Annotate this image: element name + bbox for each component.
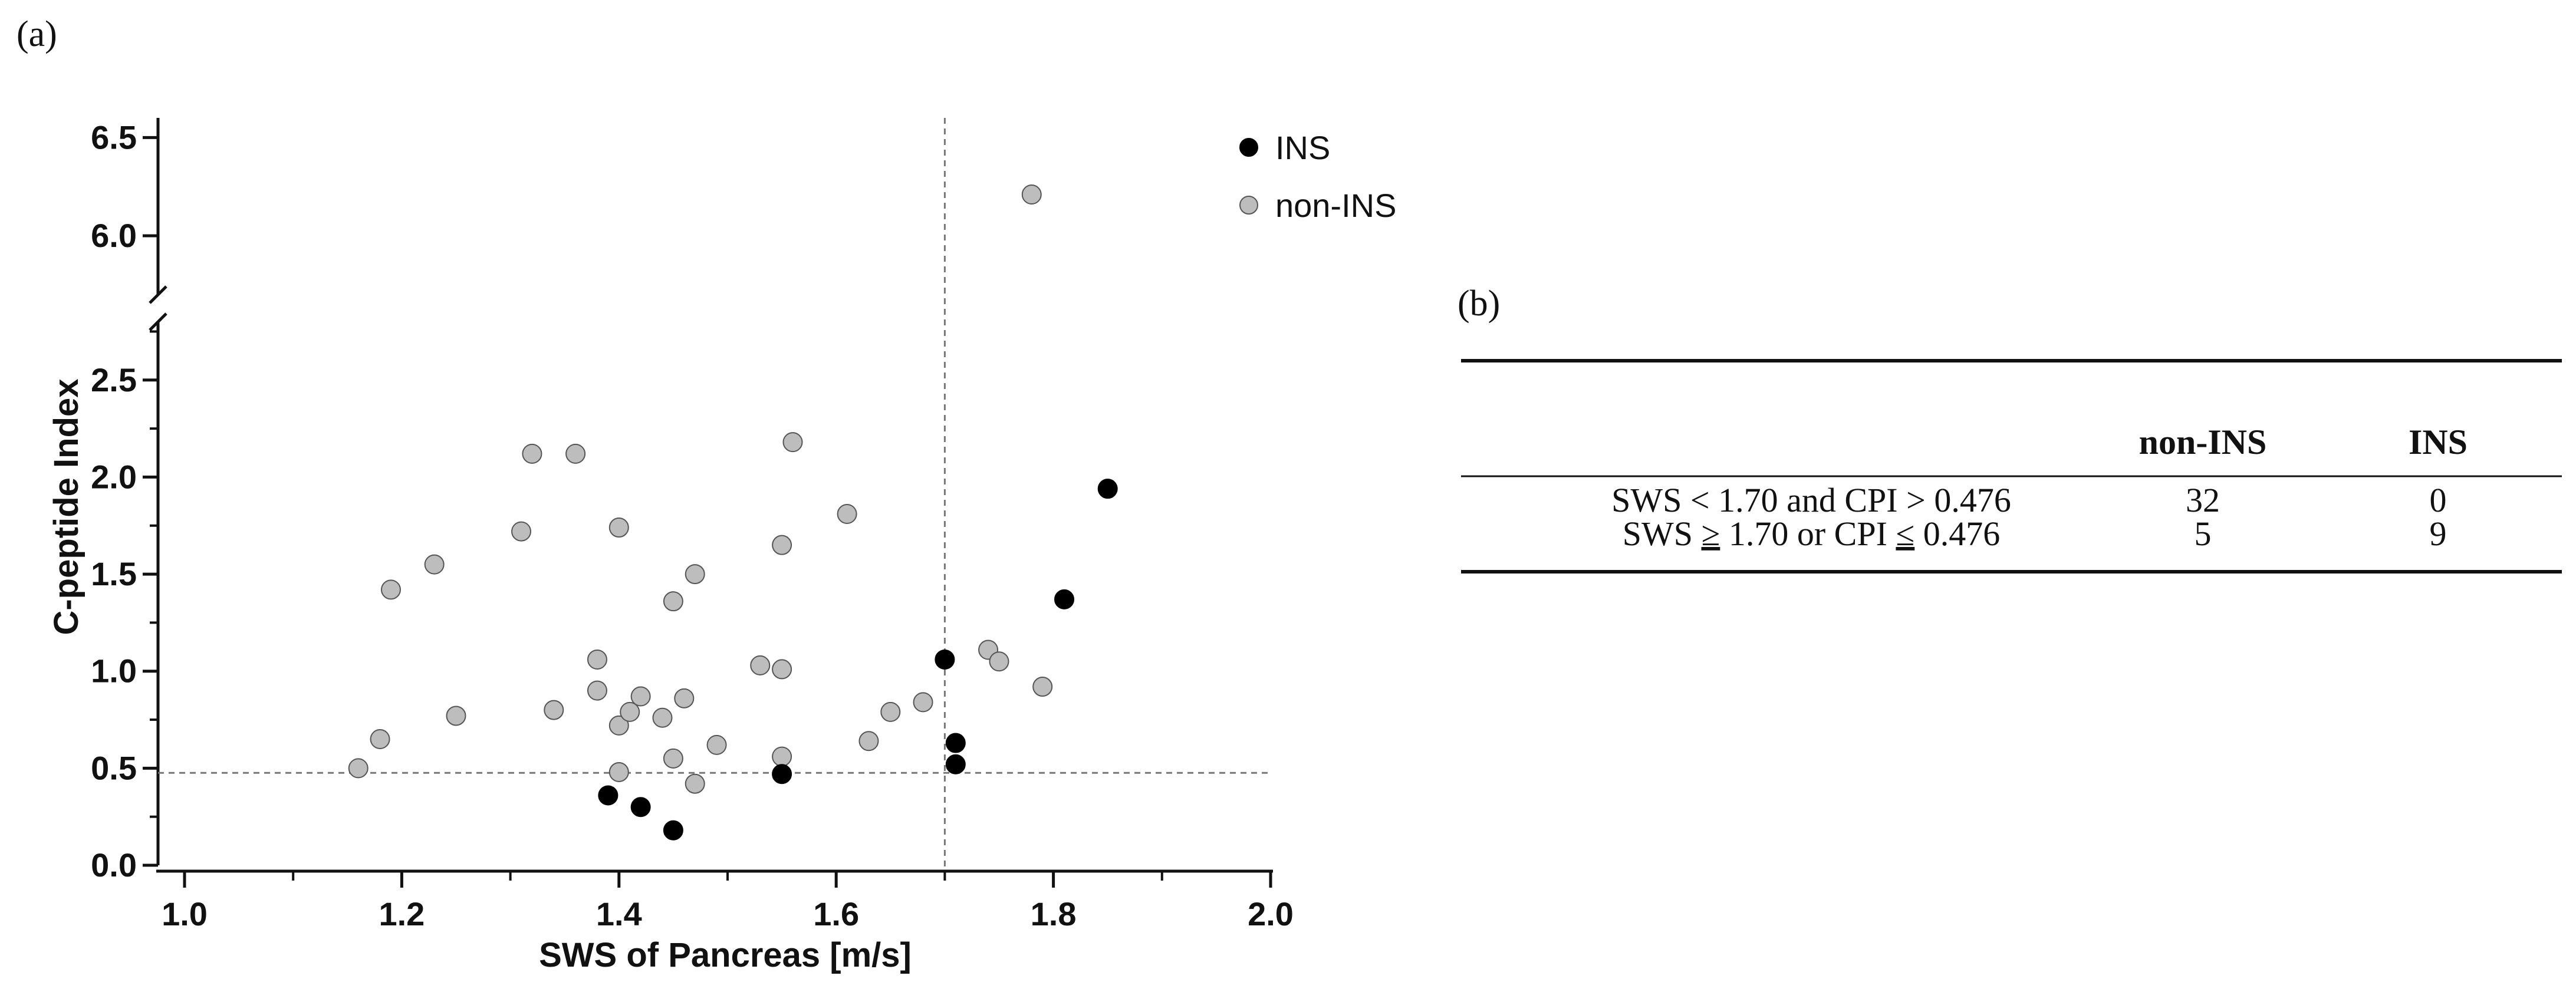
point-non-ins xyxy=(424,554,445,575)
table-row-2-ins: 9 xyxy=(2430,515,2447,553)
x-tick-label: 1.4 xyxy=(596,895,642,932)
point-non-ins xyxy=(837,503,857,524)
table-row-2-non-ins: 5 xyxy=(2195,515,2212,553)
point-ins xyxy=(663,820,683,841)
y-tick-label: 0.5 xyxy=(91,749,137,786)
data-points xyxy=(348,184,1118,841)
y-tick-label: 0.0 xyxy=(91,846,137,884)
table-row-1-label-text: SWS < 1.70 and CPI > 0.476 xyxy=(1611,481,2011,519)
point-non-ins xyxy=(685,564,705,585)
point-non-ins xyxy=(608,715,629,736)
table-header-non-ins: non-INS xyxy=(2139,423,2267,462)
point-ins xyxy=(1097,479,1118,499)
legend: INS non-INS xyxy=(1239,129,1396,224)
x-tick-label: 2.0 xyxy=(1248,895,1294,932)
point-non-ins xyxy=(522,443,542,464)
table-row-2-label-mid: 1.70 or CPI xyxy=(1720,515,1896,553)
x-tick-label: 1.6 xyxy=(813,895,859,932)
point-non-ins xyxy=(782,432,803,453)
point-non-ins xyxy=(446,706,466,726)
axis-break-mark-bottom xyxy=(149,312,167,331)
table-row-1-non-ins: 32 xyxy=(2186,481,2220,519)
point-non-ins xyxy=(608,518,629,538)
point-non-ins xyxy=(706,734,727,755)
y-tick-label: 1.5 xyxy=(91,555,137,592)
y-tick-label: 2.0 xyxy=(91,458,137,495)
point-non-ins xyxy=(1032,677,1053,697)
point-non-ins xyxy=(587,649,607,670)
point-non-ins xyxy=(620,701,640,722)
point-non-ins xyxy=(511,521,532,542)
table-row-2-op-ge: ≥ xyxy=(1702,515,1720,553)
results-table: non-INS INS SWS < 1.70 and CPI > 0.476 3… xyxy=(1461,359,2562,573)
legend-marker-non-ins xyxy=(1239,196,1258,215)
legend-label-ins: INS xyxy=(1275,129,1330,166)
point-non-ins xyxy=(663,748,683,769)
axis-break-mark-top xyxy=(149,285,167,304)
point-non-ins xyxy=(652,707,673,728)
point-non-ins xyxy=(608,762,629,782)
x-axis: 1.0 1.2 1.4 1.6 1.8 2.0 xyxy=(156,869,1294,932)
point-non-ins xyxy=(913,692,933,713)
point-ins xyxy=(1054,589,1075,609)
point-non-ins xyxy=(544,700,564,720)
y-tick-label: 2.5 xyxy=(91,361,137,398)
point-ins xyxy=(945,754,966,774)
point-non-ins xyxy=(630,686,651,707)
scatter-chart: 0.0 0.5 1.0 1.5 2.0 2.5 6.0 6.5 1.0 1.2 1.4 1.6 1.8… xyxy=(47,118,1396,974)
point-non-ins xyxy=(772,535,792,555)
x-tick-label: 1.8 xyxy=(1031,895,1077,932)
y-tick-label: 1.0 xyxy=(91,652,137,690)
point-non-ins xyxy=(674,688,695,708)
point-non-ins xyxy=(1021,184,1042,205)
point-non-ins xyxy=(880,701,901,722)
table-row-1-ins: 0 xyxy=(2430,481,2447,519)
panel-b-label: (b) xyxy=(1458,284,1500,324)
y-axis-title: C-peptide Index xyxy=(47,378,85,635)
point-non-ins xyxy=(989,651,1009,672)
x-tick-label: 1.2 xyxy=(379,895,425,932)
point-ins xyxy=(630,797,651,818)
point-non-ins xyxy=(772,659,792,680)
point-ins xyxy=(598,785,618,806)
point-non-ins xyxy=(380,579,401,600)
point-non-ins xyxy=(858,731,879,751)
y-tick-label: 6.5 xyxy=(91,118,137,156)
x-tick-label: 1.0 xyxy=(162,895,208,932)
table-header-ins: INS xyxy=(2409,423,2468,462)
legend-label-non-ins: non-INS xyxy=(1275,187,1396,224)
panel-a-label: (a) xyxy=(17,14,57,54)
legend-marker-ins xyxy=(1239,138,1258,157)
y-tick-label: 6.0 xyxy=(91,217,137,254)
threshold-lines xyxy=(158,118,1271,871)
point-non-ins xyxy=(772,746,792,767)
point-non-ins xyxy=(750,655,771,675)
point-ins xyxy=(772,764,792,785)
table-row-2-op-le: ≤ xyxy=(1896,515,1914,553)
point-non-ins xyxy=(348,758,369,779)
y-axis: 0.0 0.5 1.0 1.5 2.0 2.5 6.0 6.5 xyxy=(91,118,167,884)
x-axis-title: SWS of Pancreas [m/s] xyxy=(539,936,912,974)
point-non-ins xyxy=(565,443,586,464)
table-row-2-label: SWS ≥ 1.70 or CPI ≤ 0.476 xyxy=(1623,515,2001,553)
point-ins xyxy=(935,649,955,670)
point-non-ins xyxy=(370,729,390,749)
point-non-ins xyxy=(663,591,683,612)
point-ins xyxy=(945,733,966,753)
point-non-ins xyxy=(587,680,607,701)
table-row-2-label-post: 0.476 xyxy=(1914,515,2000,553)
table-row-2-label-pre: SWS xyxy=(1623,515,1702,553)
point-non-ins xyxy=(685,773,705,794)
